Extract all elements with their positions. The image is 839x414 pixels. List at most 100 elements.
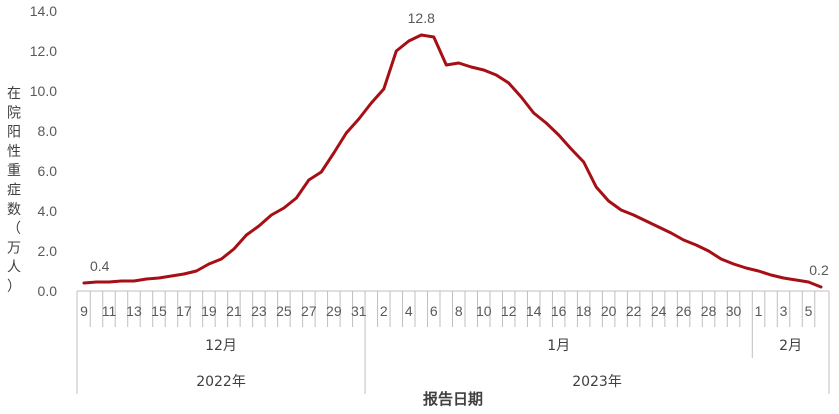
y-label-char: 数 — [7, 202, 21, 218]
data-point — [95, 280, 98, 284]
x-tick-label: 25 — [276, 303, 292, 319]
x-tick-label: 11 — [102, 303, 117, 319]
data-point — [432, 35, 435, 39]
data-point — [270, 213, 273, 217]
y-label-char: 阳 — [7, 125, 21, 141]
data-point — [719, 257, 723, 261]
x-tick-label: 21 — [226, 303, 242, 319]
x-tick-label: 26 — [676, 303, 692, 319]
x-tick-label: 4 — [405, 303, 413, 319]
data-point — [569, 147, 573, 151]
y-label-char: ） — [7, 279, 21, 295]
x-tick-label: 20 — [601, 303, 617, 319]
data-point — [345, 131, 348, 135]
x-axis-groups: 12月 1月 2月 2022年 2023年 — [76, 327, 830, 394]
x-tick-label: 29 — [326, 303, 342, 319]
x-tick-label: 16 — [551, 303, 567, 319]
data-point — [245, 233, 248, 237]
series-line — [82, 33, 823, 289]
x-tick-label: 3 — [780, 303, 788, 319]
data-point — [370, 101, 373, 105]
month-label: 12月 — [205, 338, 237, 354]
data-point — [682, 238, 685, 242]
data-point — [557, 133, 560, 137]
x-tick-label: 31 — [351, 303, 367, 319]
data-label: 0.4 — [90, 258, 110, 274]
data-label: 12.8 — [408, 10, 435, 26]
data-point — [332, 151, 336, 155]
data-point — [220, 257, 223, 261]
y-tick-label: 8.0 — [38, 123, 58, 139]
data-point — [157, 276, 161, 280]
y-label-char: 症 — [7, 183, 21, 199]
data-point — [107, 280, 111, 284]
data-point — [507, 81, 510, 85]
y-label-char: 人 — [7, 260, 21, 276]
data-point — [195, 269, 198, 273]
y-tick-label: 10.0 — [30, 83, 57, 99]
y-tick-label: 0.0 — [38, 283, 58, 299]
x-tick-label: 27 — [301, 303, 317, 319]
y-label-char: 性 — [7, 144, 21, 160]
y-label-char: 万 — [7, 240, 21, 256]
x-tick-label: 5 — [805, 303, 813, 319]
data-point — [295, 196, 298, 200]
data-point — [395, 49, 398, 53]
x-axis-ticks: 9 11 13 15 17 19 21 23 25 27 29 31 2 4 6 8 10 12 14 16 18 20 2… — [76, 291, 830, 327]
y-axis-ticks: 0.0 2.0 4.0 6.0 8.0 10.0 12.0 14.0 — [30, 3, 57, 299]
data-point — [532, 111, 535, 115]
data-point — [420, 33, 423, 37]
data-point — [82, 281, 86, 285]
x-tick-label: 15 — [151, 303, 167, 319]
data-point — [482, 68, 485, 72]
x-tick-label: 9 — [80, 303, 88, 319]
x-tick-label: 2 — [380, 303, 388, 319]
data-label: 0.2 — [809, 262, 829, 278]
y-tick-label: 2.0 — [38, 243, 58, 259]
month-label: 1月 — [547, 338, 570, 354]
series-points — [82, 33, 823, 289]
data-point — [782, 276, 785, 280]
x-axis-label: 报告日期 — [423, 390, 483, 408]
data-point — [732, 262, 735, 266]
y-label-char: 在 — [7, 86, 21, 102]
data-point — [407, 39, 410, 43]
x-tick-label: 24 — [651, 303, 667, 319]
data-point — [445, 63, 448, 67]
year-label: 2022年 — [196, 374, 246, 390]
data-point — [757, 269, 760, 273]
data-labels: 0.4 12.8 0.2 — [90, 10, 829, 278]
data-point — [382, 87, 385, 91]
data-point — [807, 280, 810, 284]
data-point — [232, 247, 236, 251]
data-point — [644, 219, 648, 223]
y-tick-label: 12.0 — [30, 43, 57, 59]
data-point — [794, 278, 798, 282]
x-tick-label: 30 — [726, 303, 742, 319]
x-tick-label: 19 — [201, 303, 217, 319]
data-point — [819, 285, 823, 289]
x-tick-label: 14 — [526, 303, 542, 319]
y-label-char: （ — [7, 221, 21, 237]
x-tick-label: 23 — [251, 303, 267, 319]
data-point — [582, 160, 585, 164]
x-tick-label: 8 — [455, 303, 463, 319]
data-point — [257, 224, 261, 228]
data-point — [632, 213, 635, 217]
data-point — [282, 206, 286, 210]
x-tick-label: 13 — [126, 303, 142, 319]
data-point — [707, 249, 710, 253]
data-point — [170, 274, 173, 278]
data-point — [669, 231, 673, 235]
data-point — [594, 185, 598, 189]
data-point — [769, 273, 773, 277]
data-point — [120, 279, 123, 283]
data-point — [207, 262, 211, 266]
x-tick-label: 22 — [626, 303, 642, 319]
data-point — [357, 117, 361, 121]
y-label-char: 院 — [7, 105, 21, 121]
data-point — [544, 121, 548, 125]
data-point — [619, 208, 623, 212]
